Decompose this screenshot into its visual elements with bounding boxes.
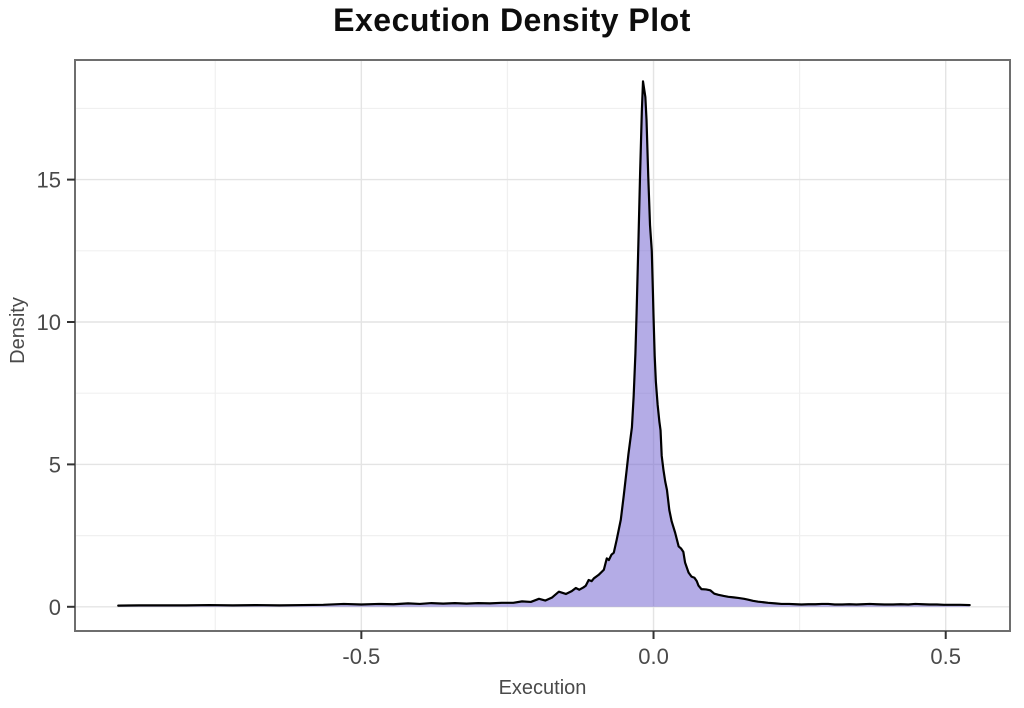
x-tick-label: 0.5 bbox=[930, 644, 961, 669]
x-tick-label: 0.0 bbox=[638, 644, 669, 669]
y-tick-label: 15 bbox=[37, 168, 61, 193]
y-tick-label: 0 bbox=[49, 595, 61, 620]
density-curve bbox=[117, 80, 971, 607]
y-tick-label: 10 bbox=[37, 310, 61, 335]
x-axis-label: Execution bbox=[499, 677, 587, 699]
y-axis-label: Density bbox=[7, 297, 29, 364]
chart-title: Execution Density Plot bbox=[333, 2, 691, 38]
panel-border bbox=[74, 59, 1011, 632]
x-tick-label: -0.5 bbox=[342, 644, 380, 669]
y-tick-label: 5 bbox=[49, 452, 61, 477]
